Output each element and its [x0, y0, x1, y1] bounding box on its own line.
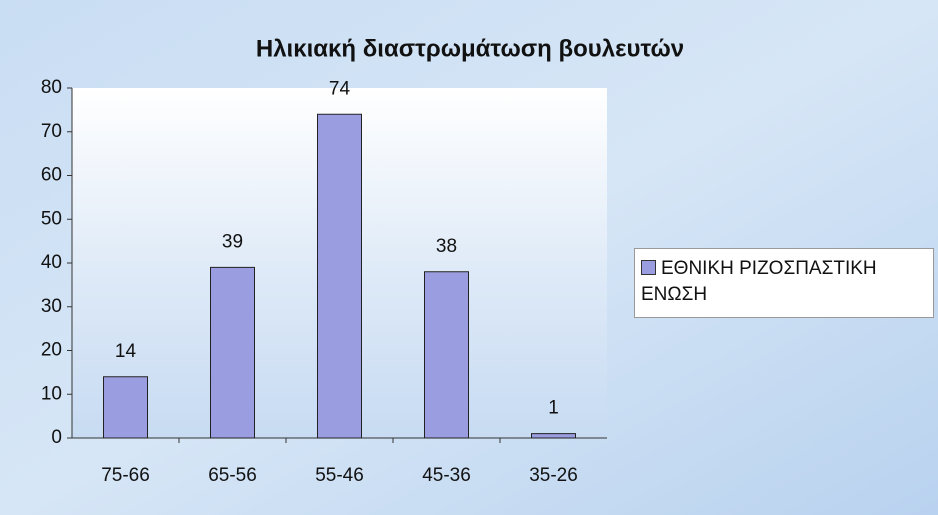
- value-label: 74: [329, 78, 351, 99]
- chart-title: Ηλικιακή διαστρωμάτωση βουλευτών: [256, 35, 684, 62]
- bar: [424, 271, 469, 439]
- y-tick-label: 50: [41, 208, 62, 229]
- bar: [531, 433, 576, 439]
- y-tick-label: 20: [41, 340, 62, 361]
- x-tick-label: 35-26: [529, 465, 578, 486]
- value-label: 1: [548, 398, 559, 419]
- y-tick-label: 10: [41, 383, 62, 404]
- y-tick-label: 40: [41, 252, 62, 273]
- y-tick-label: 30: [41, 296, 62, 317]
- y-tick-label: 60: [41, 165, 62, 186]
- y-tick-label: 0: [51, 427, 62, 448]
- y-tick-label: 80: [41, 77, 62, 98]
- bar: [103, 376, 148, 439]
- x-tick-label: 55-46: [315, 465, 364, 486]
- bar: [317, 113, 362, 439]
- value-label: 14: [115, 341, 137, 362]
- legend: ΕΘΝΙΚΗ ΡΙΖΟΣΠΑΣΤΙΚΗ ΕΝΩΣΗ: [634, 248, 934, 318]
- x-tick-label: 65-56: [208, 465, 257, 486]
- bar: [210, 266, 255, 439]
- x-tick-label: 75-66: [101, 465, 150, 486]
- x-tick-label: 45-36: [422, 465, 471, 486]
- legend-label: ΕΘΝΙΚΗ ΡΙΖΟΣΠΑΣΤΙΚΗ ΕΝΩΣΗ: [641, 258, 877, 305]
- value-label: 38: [436, 236, 457, 257]
- legend-swatch: [641, 260, 656, 275]
- value-label: 39: [222, 231, 243, 252]
- y-tick-label: 70: [41, 121, 62, 142]
